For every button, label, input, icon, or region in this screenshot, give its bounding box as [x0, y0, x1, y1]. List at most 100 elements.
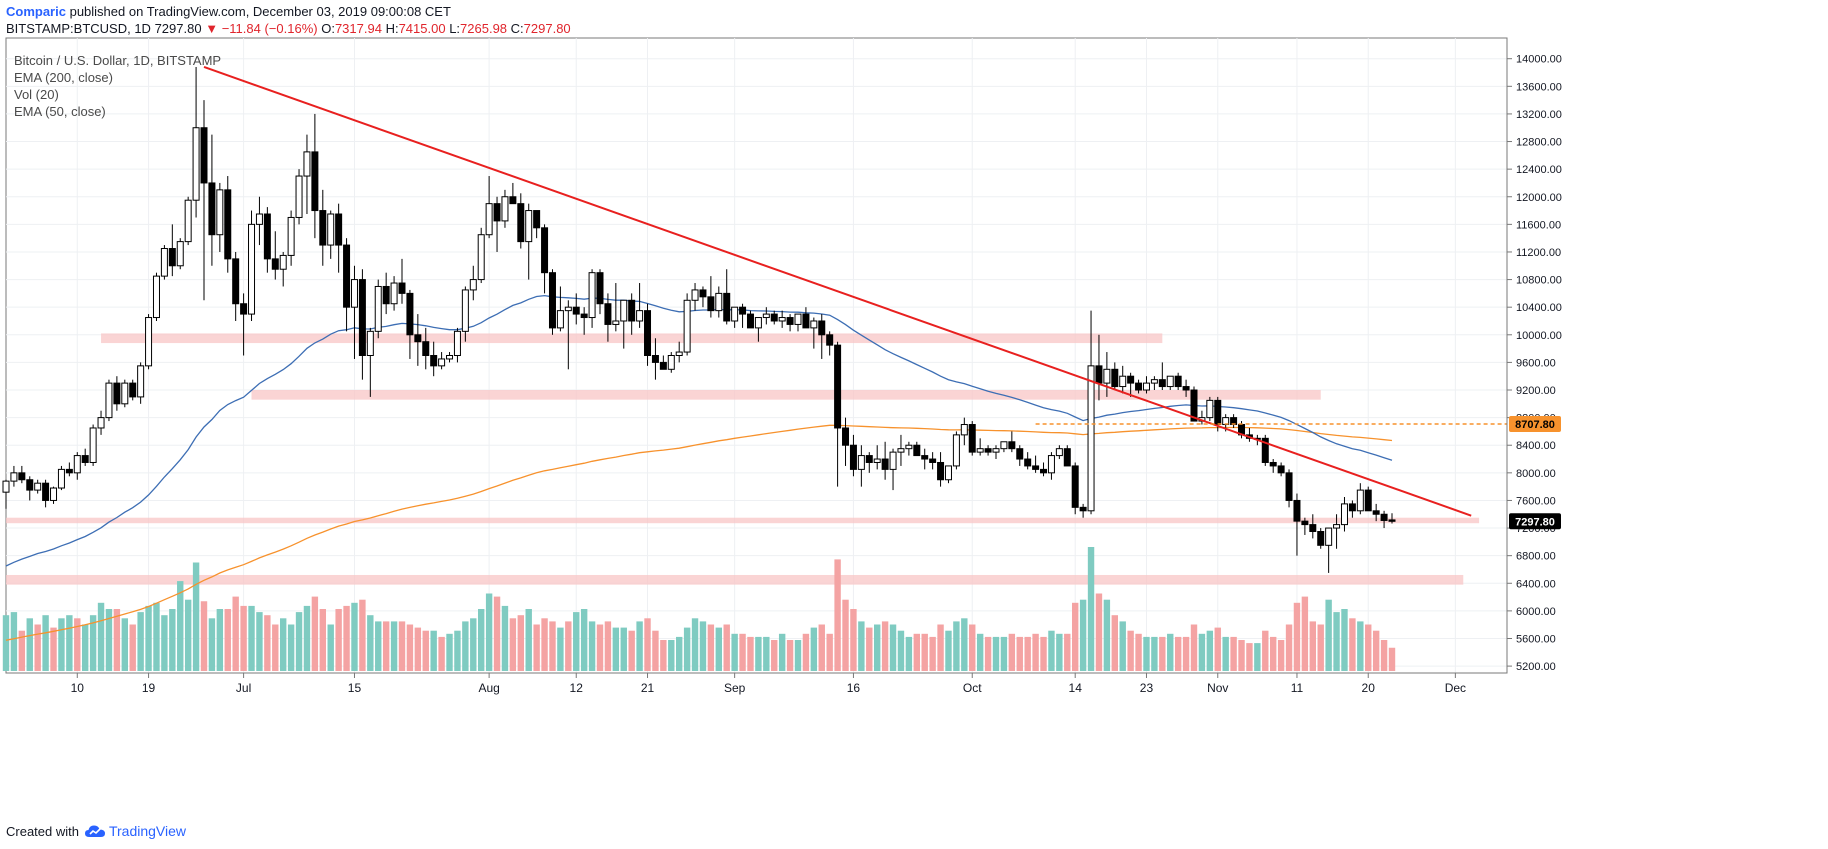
candle-body[interactable]: [129, 382, 137, 398]
candle-body[interactable]: [1103, 368, 1111, 384]
candle-body[interactable]: [73, 455, 81, 474]
candle-body[interactable]: [390, 282, 398, 305]
candle-body[interactable]: [168, 248, 176, 267]
candle-body[interactable]: [580, 313, 588, 319]
candle-body[interactable]: [802, 313, 810, 329]
candle-body[interactable]: [327, 213, 335, 246]
candle-body[interactable]: [778, 317, 786, 322]
candle-body[interactable]: [1055, 448, 1063, 457]
candle-body[interactable]: [1032, 465, 1040, 470]
candle-body[interactable]: [992, 448, 1000, 453]
candle-body[interactable]: [897, 448, 905, 453]
candle-body[interactable]: [1079, 506, 1087, 512]
candle-body[interactable]: [628, 299, 636, 322]
candle-body[interactable]: [1348, 503, 1356, 512]
candle-body[interactable]: [1158, 379, 1166, 388]
candle-body[interactable]: [1340, 503, 1348, 526]
candle-body[interactable]: [1261, 437, 1269, 463]
candle-body[interactable]: [1063, 448, 1071, 467]
plot-area[interactable]: [5, 37, 1508, 674]
candle-body[interactable]: [612, 320, 620, 325]
candle-body[interactable]: [232, 258, 240, 305]
candle-body[interactable]: [541, 227, 549, 274]
candle-body[interactable]: [192, 127, 200, 201]
candle-body[interactable]: [335, 213, 343, 246]
candle-body[interactable]: [849, 444, 857, 470]
candle-body[interactable]: [1277, 465, 1285, 474]
candle-body[interactable]: [224, 189, 232, 260]
candle-body[interactable]: [113, 382, 121, 405]
candle-body[interactable]: [873, 458, 881, 463]
candle-body[interactable]: [1142, 382, 1150, 391]
candle-body[interactable]: [1174, 375, 1182, 388]
candle-body[interactable]: [857, 455, 865, 470]
candle-body[interactable]: [184, 199, 192, 243]
candle-body[interactable]: [723, 292, 731, 322]
candle-body[interactable]: [1269, 461, 1277, 467]
candle-body[interactable]: [659, 361, 667, 370]
candle-body[interactable]: [453, 330, 461, 356]
candle-body[interactable]: [1364, 489, 1372, 512]
candle-body[interactable]: [794, 313, 802, 325]
legend-vol[interactable]: Vol (20): [14, 87, 59, 102]
candle-body[interactable]: [865, 455, 873, 463]
candle-body[interactable]: [968, 424, 976, 453]
candle-body[interactable]: [683, 299, 691, 353]
candle-body[interactable]: [976, 448, 984, 453]
candle-body[interactable]: [271, 258, 279, 270]
candle-body[interactable]: [588, 272, 596, 319]
candle-body[interactable]: [50, 487, 58, 501]
candle-body[interactable]: [1190, 389, 1198, 422]
candle-body[interactable]: [493, 203, 501, 222]
candle-body[interactable]: [921, 455, 929, 460]
candle-body[interactable]: [485, 203, 493, 236]
trendline[interactable]: [203, 66, 1472, 517]
candle-body[interactable]: [477, 234, 485, 281]
candle-body[interactable]: [929, 458, 937, 463]
candle-body[interactable]: [1388, 519, 1396, 522]
candle-body[interactable]: [699, 289, 707, 298]
candle-body[interactable]: [248, 223, 256, 315]
candle-body[interactable]: [818, 320, 826, 336]
candle-body[interactable]: [707, 296, 715, 312]
candle-body[interactable]: [26, 479, 34, 491]
tradingview-logo[interactable]: TradingView: [84, 823, 186, 839]
candle-body[interactable]: [564, 306, 572, 312]
legend-ema50[interactable]: EMA (50, close): [14, 104, 106, 119]
candle-body[interactable]: [137, 365, 145, 398]
candle-body[interactable]: [1206, 399, 1214, 419]
candle-body[interactable]: [1111, 368, 1119, 388]
candle-body[interactable]: [881, 458, 889, 470]
candle-body[interactable]: [739, 306, 747, 315]
candle-body[interactable]: [1333, 524, 1341, 529]
candle-body[interactable]: [121, 382, 129, 405]
candle-body[interactable]: [984, 448, 992, 453]
candle-body[interactable]: [517, 203, 525, 243]
candle-body[interactable]: [1150, 379, 1158, 384]
candle-body[interactable]: [960, 424, 968, 436]
candle-body[interactable]: [438, 358, 446, 367]
candle-body[interactable]: [176, 241, 184, 267]
support-resistance-zone[interactable]: [101, 333, 1163, 344]
candle-body[interactable]: [255, 213, 263, 225]
candle-body[interactable]: [57, 468, 65, 489]
candle-body[interactable]: [533, 210, 541, 229]
candle-body[interactable]: [525, 210, 533, 243]
candle-body[interactable]: [1000, 441, 1008, 450]
candle-body[interactable]: [446, 355, 454, 360]
ema200-line[interactable]: [5, 424, 1393, 641]
candle-body[interactable]: [422, 341, 430, 356]
candle-body[interactable]: [208, 182, 216, 236]
candle-body[interactable]: [1135, 382, 1143, 391]
candle-body[interactable]: [1119, 375, 1127, 388]
candle-body[interactable]: [398, 282, 406, 294]
candle-body[interactable]: [1016, 448, 1024, 460]
candle-body[interactable]: [263, 213, 271, 260]
support-resistance-zone[interactable]: [6, 517, 1480, 524]
candle-body[interactable]: [1285, 472, 1293, 501]
candle-body[interactable]: [746, 313, 754, 329]
candle-body[interactable]: [604, 303, 612, 325]
candle-body[interactable]: [469, 279, 477, 291]
candle-body[interactable]: [81, 455, 89, 463]
candle-body[interactable]: [556, 310, 564, 329]
